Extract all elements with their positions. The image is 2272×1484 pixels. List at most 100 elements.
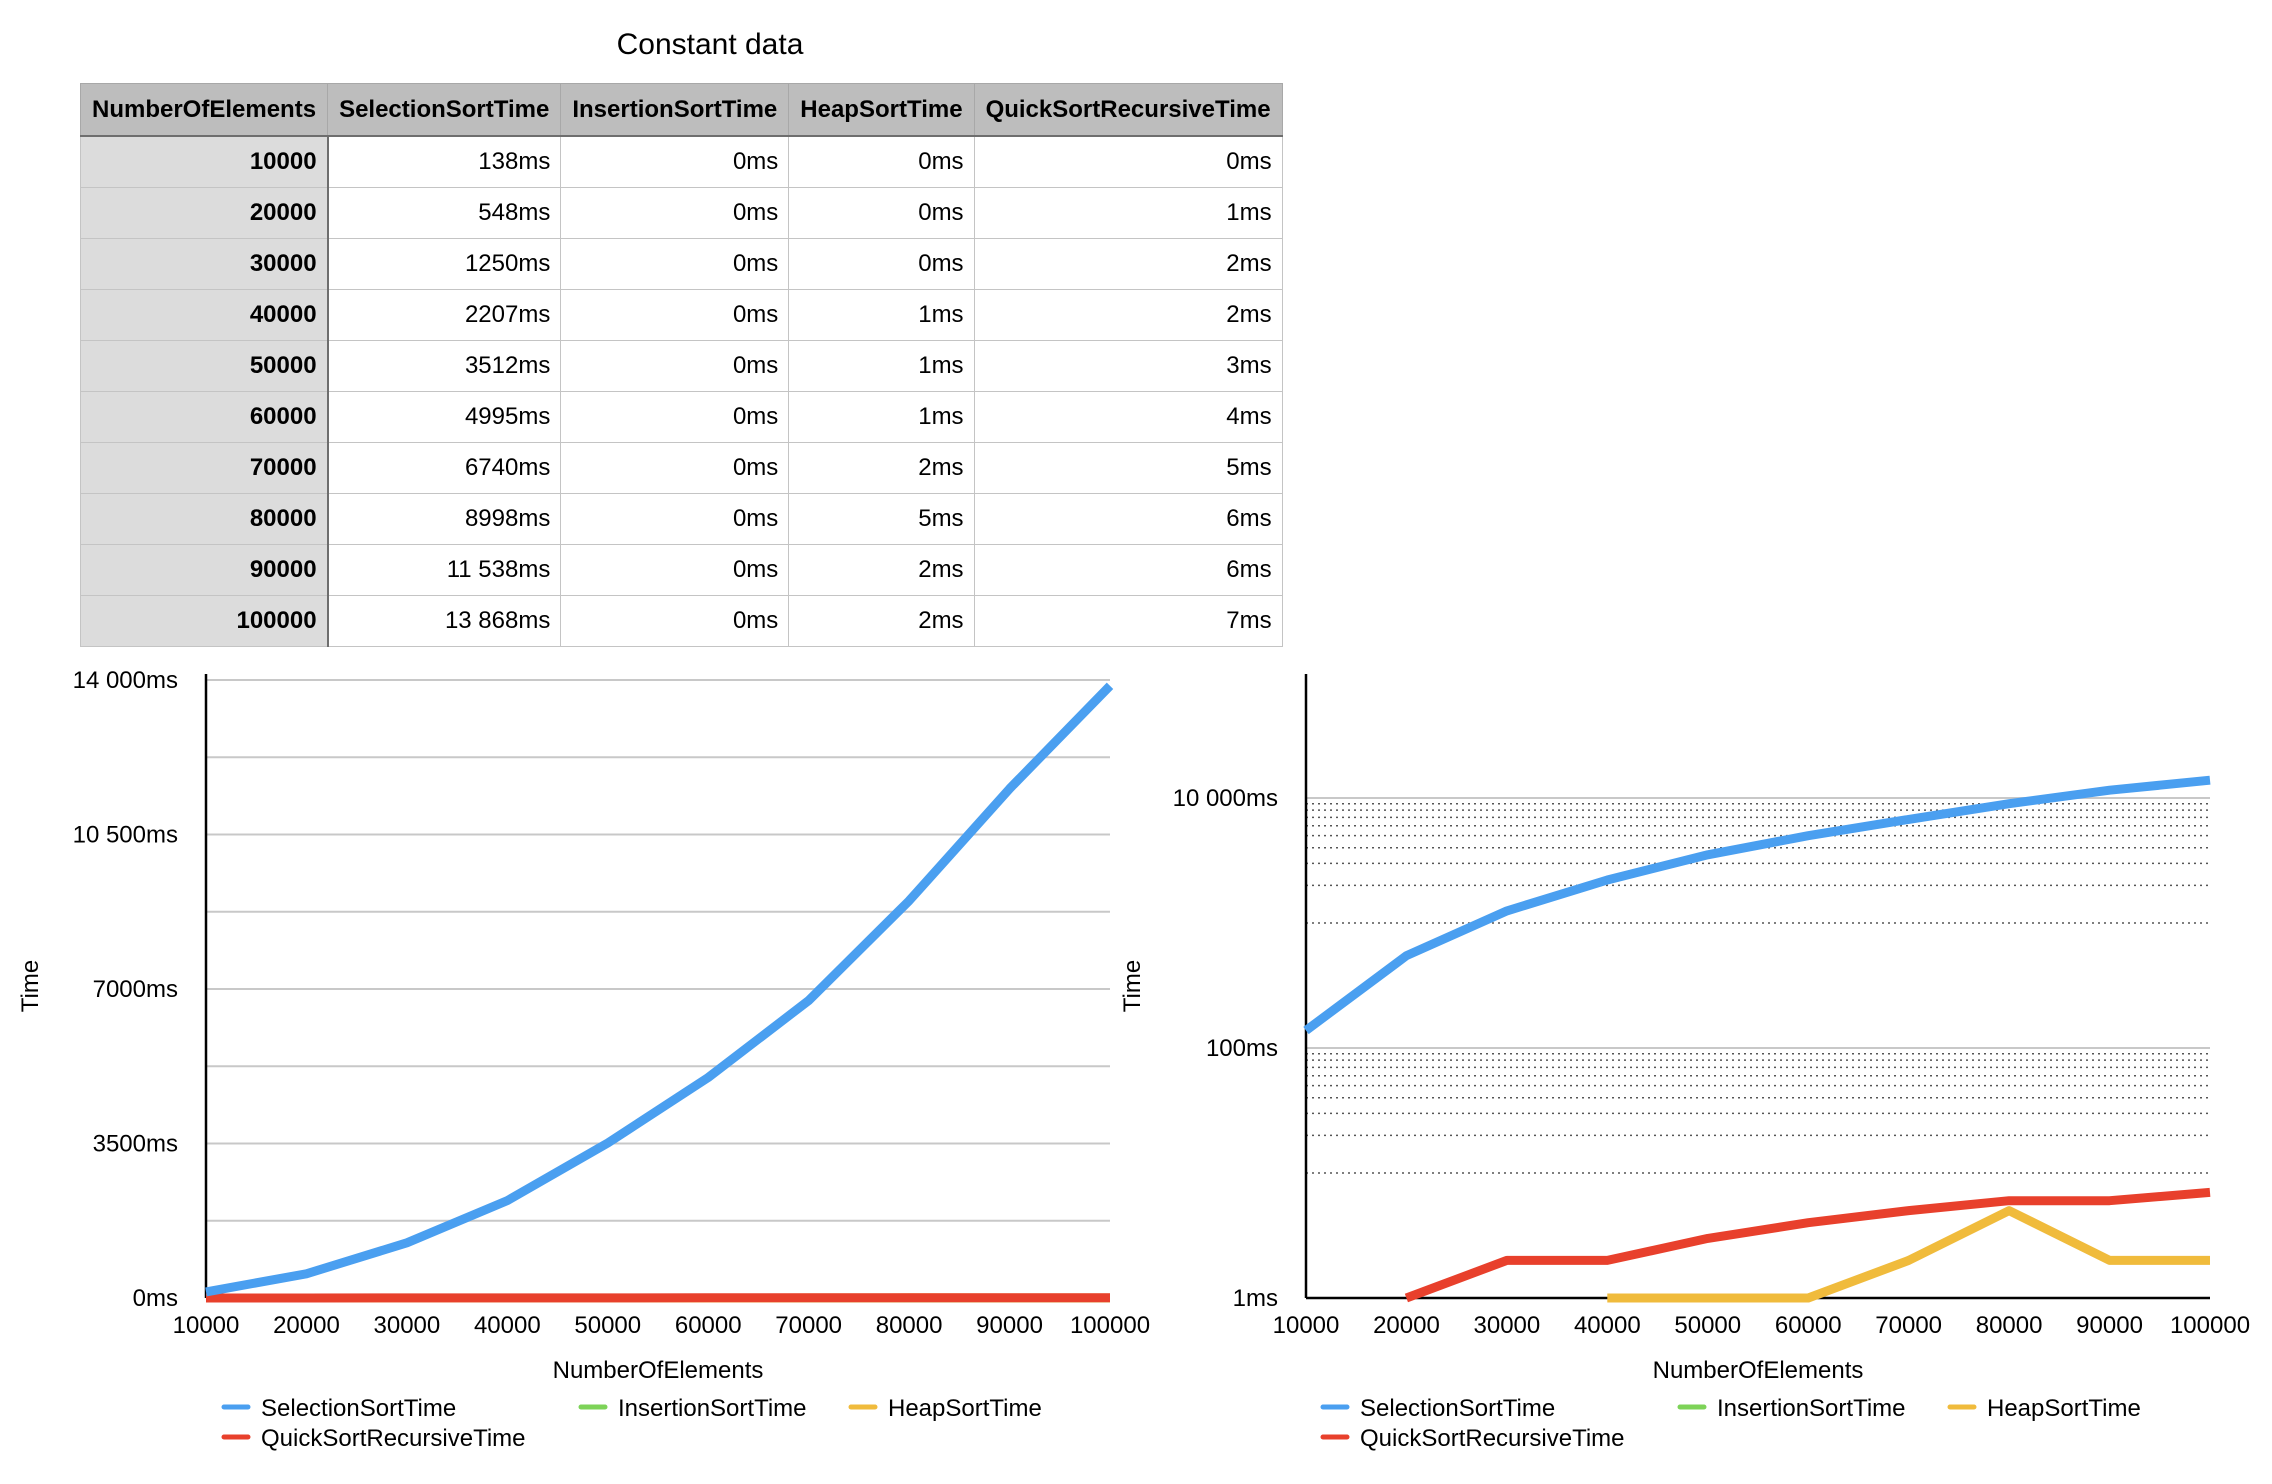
x-tick-label: 80000 (1976, 1312, 2043, 1339)
x-tick-label: 30000 (374, 1312, 441, 1339)
legend-label: QuickSortRecursiveTime (261, 1425, 526, 1452)
legend-label: SelectionSortTime (1360, 1395, 1555, 1422)
x-tick-label: 90000 (976, 1312, 1043, 1339)
table-cell: 7ms (973, 595, 1283, 647)
table-row: 70000 6740ms 0ms 2ms 5ms (79, 442, 1283, 494)
table-cell: 11 538ms (327, 544, 562, 596)
y-tick-label: 100ms (1206, 1035, 1278, 1062)
table-cell: 6ms (973, 544, 1283, 596)
x-tick-label: 40000 (1574, 1312, 1641, 1339)
table-cell: 0ms (560, 544, 790, 596)
table-cell: 1ms (973, 187, 1283, 239)
table-cell: 1ms (788, 289, 975, 341)
table-cell: 0ms (788, 238, 975, 290)
series-line-HeapSortTime (1607, 1206, 2210, 1303)
table-row: 40000 2207ms 0ms 1ms 2ms (79, 289, 1283, 341)
legend-label: InsertionSortTime (1717, 1395, 1906, 1422)
table-row: 20000 548ms 0ms 0ms 1ms (79, 187, 1283, 239)
x-tick-label: 20000 (1373, 1312, 1440, 1339)
table-cell: 2ms (788, 442, 975, 494)
table-cell: 13 868ms (327, 595, 562, 647)
table-row: 90000 11 538ms 0ms 2ms 6ms (79, 544, 1283, 596)
row-header-cell: 20000 (79, 187, 329, 239)
column-header: NumberOfElements (79, 83, 329, 137)
table-row: 80000 8998ms 0ms 5ms 6ms (79, 493, 1283, 545)
table-cell: 3512ms (327, 340, 562, 392)
y-tick-label: 10 500ms (73, 822, 178, 849)
table-row: 10000 138ms 0ms 0ms 0ms (79, 135, 1283, 188)
y-tick-label: 0ms (133, 1285, 178, 1312)
table-title: Constant data (616, 28, 804, 61)
x-tick-label: 40000 (474, 1312, 541, 1339)
table-cell: 5ms (788, 493, 975, 545)
series-line-SelectionSortTime (1303, 775, 2211, 1035)
column-header: SelectionSortTime (327, 83, 562, 137)
row-header-cell: 30000 (79, 238, 329, 290)
row-header-cell: 60000 (79, 391, 329, 443)
legend-label: InsertionSortTime (618, 1395, 807, 1422)
row-header-cell: 40000 (79, 289, 329, 341)
row-header-cell: 100000 (79, 595, 329, 647)
column-header: InsertionSortTime (560, 83, 790, 137)
x-tick-label: 70000 (775, 1312, 842, 1339)
x-tick-label: 100000 (1070, 1312, 1150, 1339)
legend-label: QuickSortRecursiveTime (1360, 1425, 1625, 1452)
table-cell: 0ms (560, 135, 790, 188)
table-cell: 0ms (560, 238, 790, 290)
legend-label: HeapSortTime (1987, 1395, 2141, 1422)
table-cell: 1ms (788, 391, 975, 443)
table-cell: 5ms (973, 442, 1283, 494)
column-header: QuickSortRecursiveTime (973, 83, 1283, 137)
row-header-cell: 10000 (79, 135, 329, 188)
y-tick-label: 10 000ms (1173, 785, 1278, 812)
table-header-row: NumberOfElements SelectionSortTime Inserti… (79, 83, 1283, 137)
table-cell: 548ms (327, 187, 562, 239)
table-cell: 0ms (560, 289, 790, 341)
x-tick-label: 70000 (1875, 1312, 1942, 1339)
table-cell: 6ms (973, 493, 1283, 545)
x-tick-label: 10000 (1273, 1312, 1340, 1339)
table-cell: 0ms (560, 391, 790, 443)
row-header-cell: 90000 (79, 544, 329, 596)
x-tick-label: 80000 (876, 1312, 943, 1339)
table-cell: 0ms (788, 187, 975, 239)
y-axis-title: Time (17, 960, 44, 1012)
table-cell: 2ms (973, 289, 1283, 341)
table-row: 50000 3512ms 0ms 1ms 3ms (79, 340, 1283, 392)
legend-label: HeapSortTime (888, 1395, 1042, 1422)
table-cell: 0ms (973, 135, 1283, 188)
table-cell: 4ms (973, 391, 1283, 443)
table-cell: 4995ms (327, 391, 562, 443)
series-line-QuickSortRecursiveTime (1404, 1187, 2211, 1303)
y-tick-label: 7000ms (93, 976, 178, 1003)
x-tick-label: 100000 (2170, 1312, 2250, 1339)
table-cell: 0ms (560, 595, 790, 647)
table-cell: 2ms (788, 595, 975, 647)
table-cell: 3ms (973, 340, 1283, 392)
row-header-cell: 50000 (79, 340, 329, 392)
table-cell: 2207ms (327, 289, 562, 341)
row-header-cell: 80000 (79, 493, 329, 545)
table-row: 60000 4995ms 0ms 1ms 4ms (79, 391, 1283, 443)
log-chart: 1ms 100ms 10 000ms 10000 20000 30000 40000 5000… (1119, 674, 2250, 1452)
series-line-SelectionSortTime (205, 682, 1114, 1297)
x-tick-label: 50000 (1674, 1312, 1741, 1339)
y-tick-label: 14 000ms (73, 667, 178, 694)
table-cell: 2ms (973, 238, 1283, 290)
x-tick-label: 60000 (1775, 1312, 1842, 1339)
row-header-cell: 70000 (79, 442, 329, 494)
table-cell: 0ms (560, 187, 790, 239)
table-cell: 0ms (788, 135, 975, 188)
table-cell: 1250ms (327, 238, 562, 290)
legend-label: SelectionSortTime (261, 1395, 456, 1422)
table-cell: 8998ms (327, 493, 562, 545)
x-tick-label: 20000 (273, 1312, 340, 1339)
table-cell: 0ms (560, 493, 790, 545)
x-tick-label: 50000 (574, 1312, 641, 1339)
y-tick-label: 3500ms (93, 1131, 178, 1158)
table-cell: 0ms (560, 340, 790, 392)
x-tick-label: 10000 (173, 1312, 240, 1339)
x-tick-label: 30000 (1474, 1312, 1541, 1339)
column-header: HeapSortTime (788, 83, 975, 137)
x-axis-title: NumberOfElements (1653, 1357, 1864, 1384)
